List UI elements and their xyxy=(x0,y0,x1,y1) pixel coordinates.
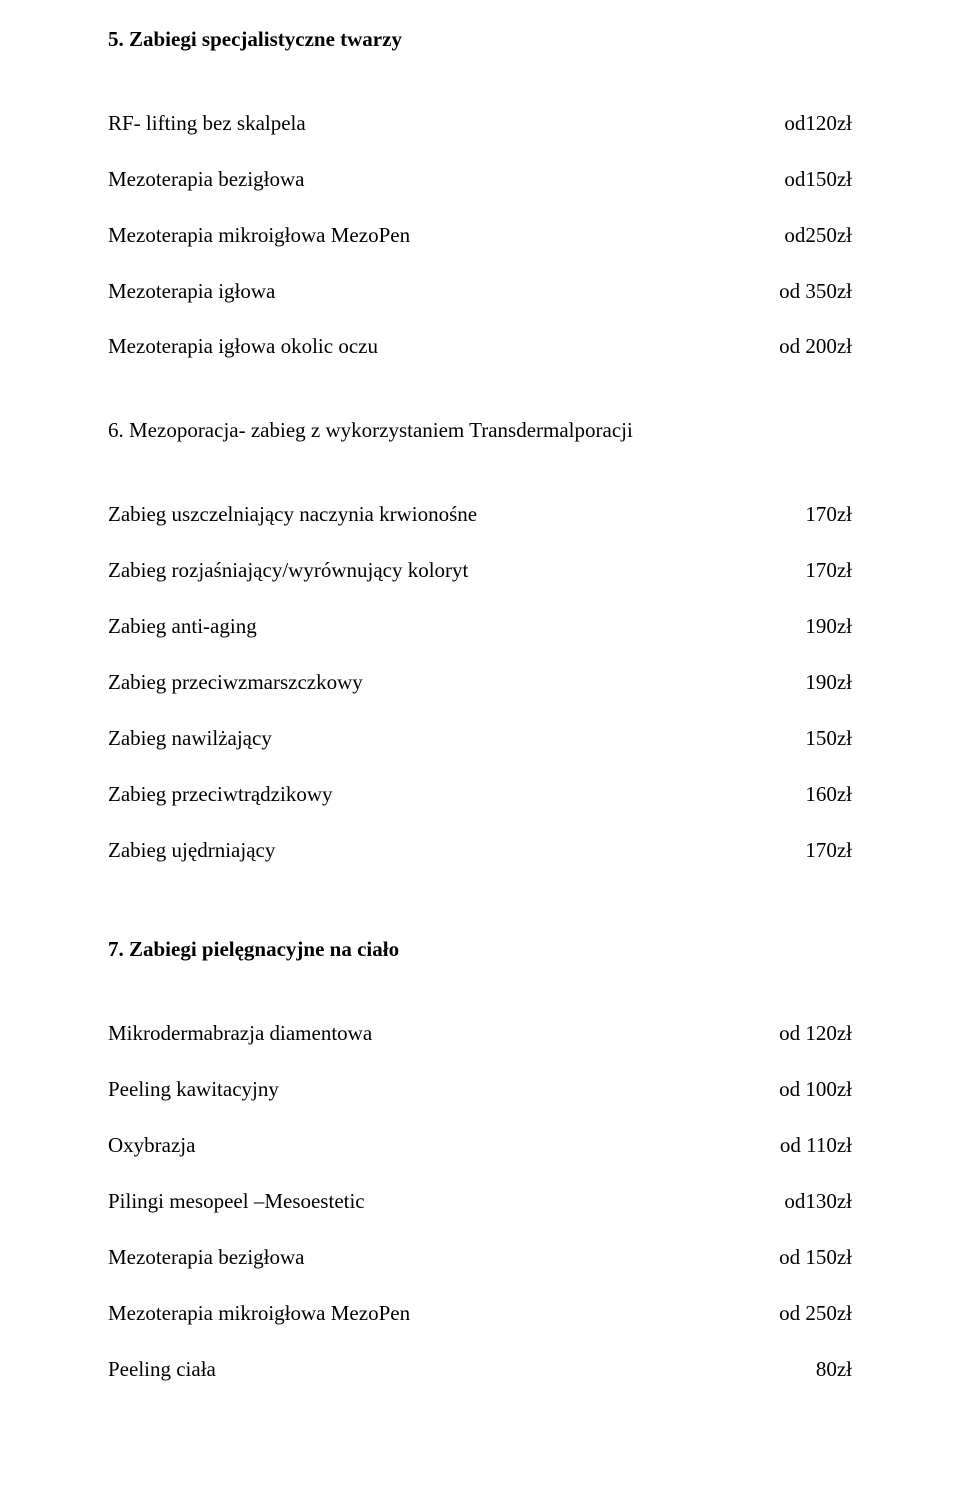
item-price: od 110zł xyxy=(780,1126,852,1166)
list-item: Mezoterapia mikroigłowa MezoPen od 250zł xyxy=(108,1294,852,1334)
item-price: od250zł xyxy=(784,216,852,256)
item-label: Mezoterapia bezigłowa xyxy=(108,160,784,200)
list-item: Mezoterapia bezigłowa od150zł xyxy=(108,160,852,200)
item-label: Mezoterapia mikroigłowa MezoPen xyxy=(108,216,784,256)
item-price: od 150zł xyxy=(779,1238,852,1278)
list-item: Mezoterapia igłowa okolic oczu od 200zł xyxy=(108,327,852,367)
item-label: Mezoterapia igłowa xyxy=(108,272,779,312)
list-item: Mezoterapia mikroigłowa MezoPen od250zł xyxy=(108,216,852,256)
item-label: Mezoterapia bezigłowa xyxy=(108,1238,779,1278)
item-price: od 100zł xyxy=(779,1070,852,1110)
item-label: Mikrodermabrazja diamentowa xyxy=(108,1014,779,1054)
item-label: Zabieg anti-aging xyxy=(108,607,805,647)
section-7-list: Mikrodermabrazja diamentowa od 120zł Pee… xyxy=(108,1014,852,1389)
section-6-heading: 6. Mezoporacja- zabieg z wykorzystaniem … xyxy=(108,411,852,451)
section-5-list: RF- lifting bez skalpela od120zł Mezoter… xyxy=(108,104,852,367)
list-item: Zabieg anti-aging 190zł xyxy=(108,607,852,647)
item-label: Zabieg przeciwtrądzikowy xyxy=(108,775,805,815)
section-6-list: Zabieg uszczelniający naczynia krwionośn… xyxy=(108,495,852,870)
item-label: Peeling ciała xyxy=(108,1350,816,1390)
item-label: Pilingi mesopeel –Mesoestetic xyxy=(108,1182,784,1222)
item-label: Zabieg przeciwzmarszczkowy xyxy=(108,663,805,703)
item-price: 190zł xyxy=(805,663,852,703)
item-label: Zabieg nawilżający xyxy=(108,719,805,759)
list-item: Zabieg ujędrniający 170zł xyxy=(108,831,852,871)
item-price: 170zł xyxy=(805,551,852,591)
item-price: od150zł xyxy=(784,160,852,200)
list-item: Zabieg rozjaśniający/wyrównujący koloryt… xyxy=(108,551,852,591)
list-item: Zabieg uszczelniający naczynia krwionośn… xyxy=(108,495,852,535)
item-price: od 120zł xyxy=(779,1014,852,1054)
item-label: Mezoterapia igłowa okolic oczu xyxy=(108,327,779,367)
section-7-heading: 7. Zabiegi pielęgnacyjne na ciało xyxy=(108,930,852,970)
list-item: Mezoterapia bezigłowa od 150zł xyxy=(108,1238,852,1278)
item-label: Mezoterapia mikroigłowa MezoPen xyxy=(108,1294,779,1334)
item-label: Oxybrazja xyxy=(108,1126,780,1166)
item-price: od 250zł xyxy=(779,1294,852,1334)
list-item: Zabieg nawilżający 150zł xyxy=(108,719,852,759)
item-price: od 350zł xyxy=(779,272,852,312)
list-item: RF- lifting bez skalpela od120zł xyxy=(108,104,852,144)
list-item: Oxybrazja od 110zł xyxy=(108,1126,852,1166)
list-item: Peeling kawitacyjny od 100zł xyxy=(108,1070,852,1110)
list-item: Mezoterapia igłowa od 350zł xyxy=(108,272,852,312)
item-price: 170zł xyxy=(805,495,852,535)
item-price: 150zł xyxy=(805,719,852,759)
item-label: Peeling kawitacyjny xyxy=(108,1070,779,1110)
item-price: 80zł xyxy=(816,1350,852,1390)
item-price: 190zł xyxy=(805,607,852,647)
item-price: od120zł xyxy=(784,104,852,144)
item-price: od130zł xyxy=(784,1182,852,1222)
item-price: 160zł xyxy=(805,775,852,815)
list-item: Pilingi mesopeel –Mesoestetic od130zł xyxy=(108,1182,852,1222)
list-item: Mikrodermabrazja diamentowa od 120zł xyxy=(108,1014,852,1054)
item-label: Zabieg uszczelniający naczynia krwionośn… xyxy=(108,495,805,535)
section-5-heading: 5. Zabiegi specjalistyczne twarzy xyxy=(108,20,852,60)
list-item: Zabieg przeciwzmarszczkowy 190zł xyxy=(108,663,852,703)
item-price: 170zł xyxy=(805,831,852,871)
item-label: Zabieg rozjaśniający/wyrównujący koloryt xyxy=(108,551,805,591)
item-label: Zabieg ujędrniający xyxy=(108,831,805,871)
list-item: Zabieg przeciwtrądzikowy 160zł xyxy=(108,775,852,815)
list-item: Peeling ciała 80zł xyxy=(108,1350,852,1390)
item-price: od 200zł xyxy=(779,327,852,367)
item-label: RF- lifting bez skalpela xyxy=(108,104,784,144)
